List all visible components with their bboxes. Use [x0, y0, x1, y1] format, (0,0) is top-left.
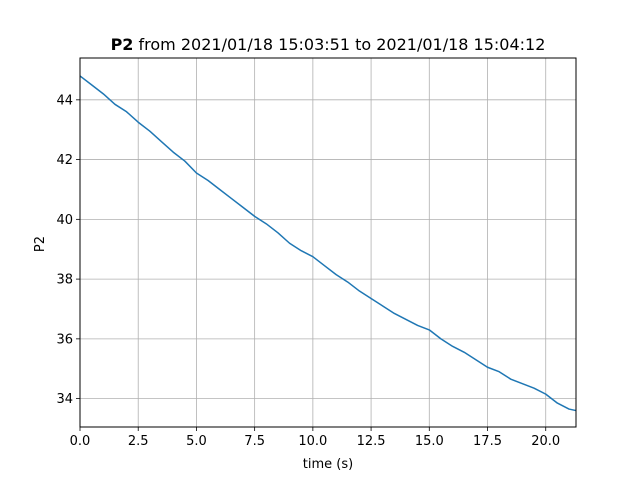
x-tick-label: 0.0	[70, 434, 91, 449]
x-axis: 0.0 2.5 5.0 7.5 10.0 12.5 15.0 17.5 20.0	[70, 427, 560, 449]
x-tick-label: 2.5	[128, 434, 149, 449]
y-tick-label: 38	[56, 273, 73, 288]
series-layer	[79, 75, 577, 412]
chart-title: P2 from 2021/01/18 15:03:51 to 2021/01/1…	[111, 35, 546, 54]
y-axis-label: P2	[33, 236, 48, 252]
chart-title-rest: from 2021/01/18 15:03:51 to 2021/01/18 1…	[133, 35, 545, 54]
x-tick-label: 17.5	[473, 434, 502, 449]
y-tick-label: 34	[56, 392, 73, 407]
x-tick-label: 10.0	[298, 434, 327, 449]
x-tick-label: 15.0	[415, 434, 444, 449]
y-axis: 34 36 38 40 42 44	[56, 93, 80, 407]
x-tick-label: 12.5	[357, 434, 386, 449]
x-tick-label: 7.5	[244, 434, 265, 449]
series-line	[79, 75, 577, 412]
grid-lines	[79, 58, 576, 427]
y-tick-label: 36	[56, 332, 73, 347]
x-axis-label: time (s)	[303, 457, 353, 472]
y-tick-label: 44	[56, 93, 73, 108]
x-tick-label: 5.0	[186, 434, 207, 449]
y-tick-label: 42	[56, 153, 73, 168]
plot-frame	[79, 57, 577, 428]
chart-title-bold: P2	[111, 35, 134, 54]
y-tick-label: 40	[56, 213, 73, 228]
x-tick-label: 20.0	[531, 434, 560, 449]
